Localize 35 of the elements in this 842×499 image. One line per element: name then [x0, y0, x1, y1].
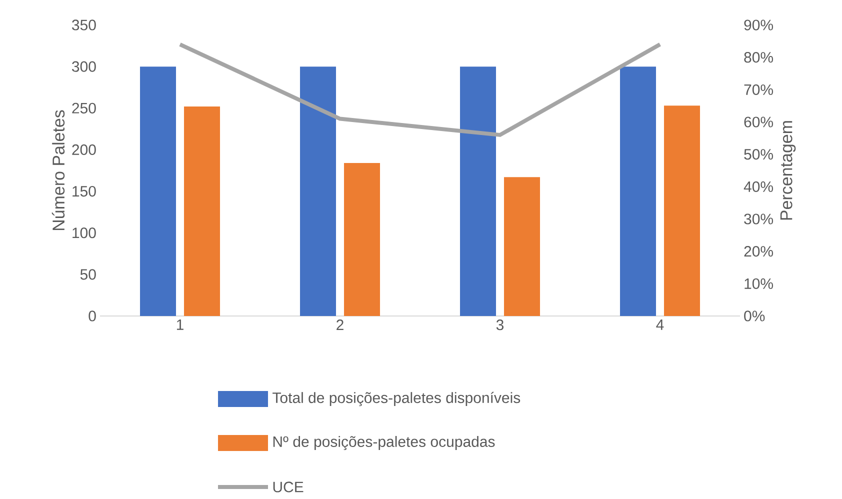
- y2-axis-title: Percentagem: [780, 121, 796, 220]
- bar: [504, 177, 540, 316]
- y-tick-label: 350: [72, 20, 96, 30]
- y-tick-label: 250: [72, 102, 96, 114]
- bar: [460, 66, 496, 316]
- x-tick-label: 2: [336, 320, 344, 330]
- legend-label: Total de posições-paletes disponíveis: [272, 392, 520, 406]
- y-tick-label: 0: [88, 310, 96, 322]
- y-axis-title: Número Paletes: [52, 110, 65, 230]
- bar: [344, 163, 380, 316]
- y2-tick-label: 0%: [744, 310, 765, 322]
- y2-tick-label: 90%: [744, 20, 774, 30]
- y2-tick-label: 20%: [744, 246, 774, 257]
- x-tick-label: 1: [176, 320, 184, 330]
- bar: [620, 66, 656, 316]
- y-tick-label: 100: [72, 228, 96, 238]
- y2-tick-label: 50%: [744, 149, 774, 160]
- y-tick-label: 300: [72, 61, 96, 72]
- y-tick-label: 200: [72, 144, 96, 156]
- x-tick-label: 3: [496, 320, 504, 330]
- bar: [184, 106, 220, 316]
- y2-tick-label: 10%: [744, 278, 774, 289]
- y2-tick-label: 60%: [744, 116, 774, 128]
- bar: [140, 66, 176, 316]
- bar: [664, 106, 700, 316]
- legend-label: UCE: [273, 482, 304, 492]
- y2-tick-label: 70%: [744, 84, 774, 95]
- y2-tick-label: 40%: [744, 181, 774, 192]
- x-tick-label: 4: [656, 320, 664, 330]
- legend-label: Nº de posições-paletes ocupadas: [273, 436, 495, 450]
- y-tick-label: 50: [80, 269, 96, 280]
- bar: [300, 66, 336, 316]
- y2-tick-label: 30%: [744, 214, 774, 224]
- y2-tick-label: 80%: [744, 52, 774, 63]
- y-tick-label: 150: [72, 186, 96, 197]
